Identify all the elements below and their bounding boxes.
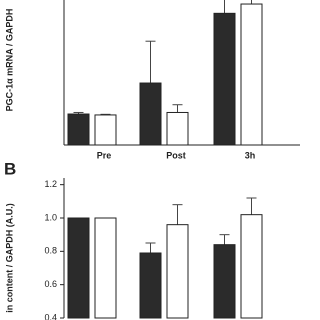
bar xyxy=(67,113,90,146)
bar xyxy=(67,217,90,319)
x-tick-label: Post xyxy=(166,150,186,160)
bar xyxy=(94,217,117,319)
error-bar xyxy=(172,104,183,113)
y-tick-label: 0.8 xyxy=(44,246,57,256)
error-bar xyxy=(251,0,252,5)
bar xyxy=(166,111,189,146)
y-axis-label: in content / GAPDH (A.U.) xyxy=(4,203,14,313)
bar xyxy=(139,252,162,319)
y-axis-label: PGC-1α mRNA / GAPDH xyxy=(4,9,14,112)
bar xyxy=(213,244,236,319)
y-tick-label: 0.6 xyxy=(44,279,57,289)
y-tick-label: 1.2 xyxy=(44,179,57,189)
bar xyxy=(139,82,162,146)
bar xyxy=(213,12,236,146)
x-tick-label: 3h xyxy=(245,150,256,160)
bar xyxy=(240,214,263,319)
x-tick-label: Pre xyxy=(97,150,112,160)
panel-label: B xyxy=(4,159,16,178)
error-bar xyxy=(224,0,225,14)
bar xyxy=(166,224,189,319)
bar xyxy=(94,114,117,146)
bar xyxy=(240,3,263,146)
error-bar xyxy=(172,204,183,225)
error-bar xyxy=(145,242,156,253)
error-bar xyxy=(246,197,257,215)
error-bar xyxy=(145,40,156,84)
y-tick-label: 1.0 xyxy=(44,212,57,222)
error-bar xyxy=(219,234,230,245)
y-tick-label: 0.4 xyxy=(44,312,57,320)
